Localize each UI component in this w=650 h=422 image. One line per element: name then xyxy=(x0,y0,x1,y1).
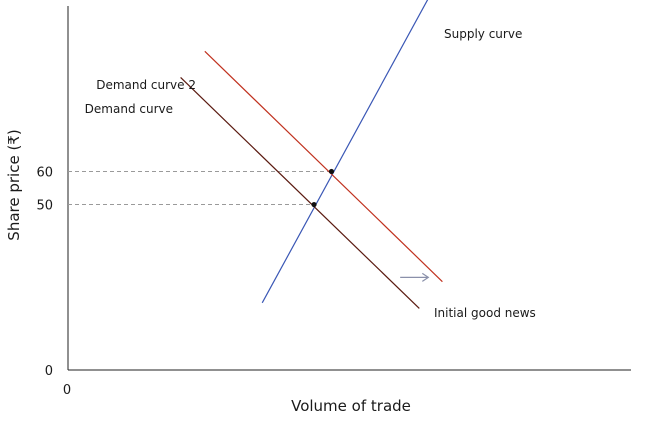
series-label-demand-2: Demand curve 2 xyxy=(96,78,196,92)
y-tick-label-0: 0 xyxy=(45,364,53,379)
equilibrium-point-0 xyxy=(311,201,317,208)
x-tick-label-0: 0 xyxy=(63,383,71,398)
series-label-demand: Demand curve xyxy=(85,102,173,116)
annotation-initial-good-news: Initial good news xyxy=(434,306,536,320)
y-tick-label-50: 50 xyxy=(36,199,53,214)
series-label-supply: Supply curve xyxy=(444,27,522,41)
supply-curve-line xyxy=(261,0,429,304)
shift-arrow-head xyxy=(421,272,430,282)
x-axis-title: Volume of trade xyxy=(291,397,411,415)
demand-curve-2-line xyxy=(204,50,443,283)
equilibrium-point-1 xyxy=(328,168,335,175)
y-tick-label-60: 60 xyxy=(36,165,53,180)
demand-curve-line xyxy=(180,77,420,309)
y-axis-title: Share price (₹) xyxy=(5,129,23,240)
